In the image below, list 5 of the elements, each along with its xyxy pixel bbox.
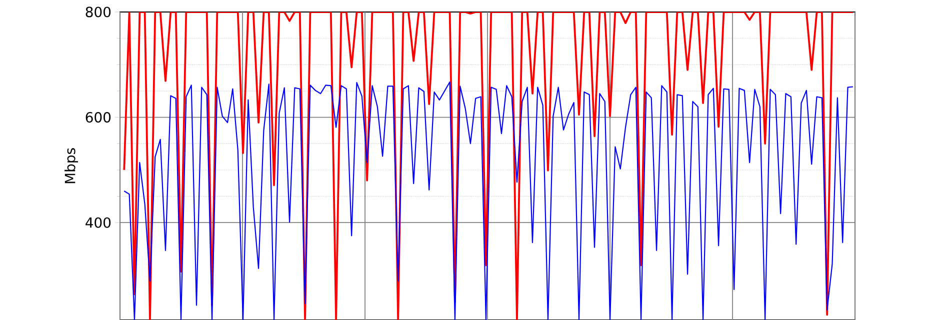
y-tick-label: 800 — [86, 6, 111, 18]
y-tick-label: 400 — [86, 217, 111, 228]
y-axis-title: Mbps — [64, 148, 78, 184]
y-tick-label: 600 — [86, 112, 111, 123]
line-series — [124, 81, 854, 320]
